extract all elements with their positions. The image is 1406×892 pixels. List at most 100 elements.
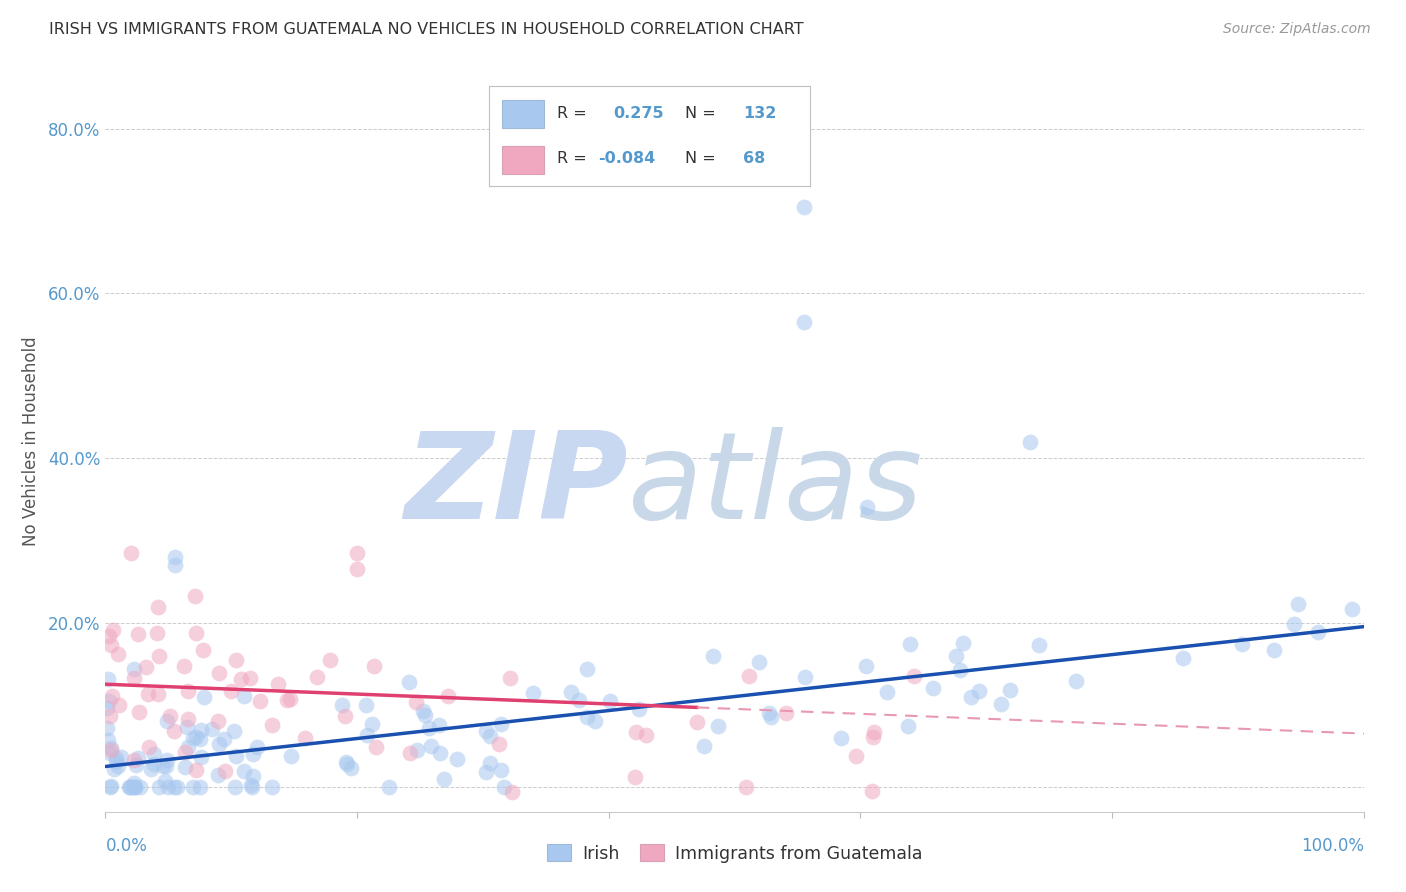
Point bbox=[489, 717, 512, 731]
Point bbox=[1306, 625, 1329, 640]
Point bbox=[162, 780, 184, 794]
Point bbox=[229, 673, 252, 687]
Point bbox=[419, 739, 441, 754]
Point bbox=[624, 725, 647, 739]
Point bbox=[627, 702, 650, 716]
Point bbox=[474, 723, 496, 738]
Point bbox=[336, 756, 359, 771]
Point bbox=[945, 649, 967, 664]
Point bbox=[260, 718, 283, 732]
Point bbox=[177, 739, 200, 754]
Text: 0.0%: 0.0% bbox=[105, 837, 148, 855]
Point bbox=[128, 705, 150, 719]
Point bbox=[225, 749, 247, 764]
Point bbox=[775, 706, 797, 720]
Point bbox=[124, 780, 146, 794]
Point bbox=[184, 626, 207, 640]
Y-axis label: No Vehicles in Household: No Vehicles in Household bbox=[21, 336, 39, 547]
Point bbox=[1232, 637, 1254, 651]
Point bbox=[305, 670, 328, 684]
Point bbox=[98, 780, 121, 794]
Point bbox=[100, 638, 122, 652]
Point bbox=[492, 780, 515, 794]
Point bbox=[136, 687, 159, 701]
Point bbox=[862, 730, 884, 744]
Point bbox=[100, 689, 122, 703]
Point bbox=[412, 704, 434, 718]
Point bbox=[335, 756, 357, 770]
Point bbox=[1286, 597, 1309, 611]
Point bbox=[100, 741, 122, 756]
Point bbox=[191, 642, 214, 657]
Point bbox=[120, 780, 142, 794]
Point bbox=[146, 625, 169, 640]
Point bbox=[378, 780, 401, 794]
Point bbox=[118, 780, 141, 794]
Text: 100.0%: 100.0% bbox=[1301, 837, 1364, 855]
Point bbox=[214, 764, 236, 778]
Point bbox=[188, 731, 211, 746]
Point bbox=[138, 739, 160, 754]
Point bbox=[225, 652, 247, 666]
Point bbox=[1019, 434, 1042, 449]
Point bbox=[278, 692, 301, 706]
Point bbox=[120, 546, 142, 560]
Point bbox=[949, 663, 972, 677]
Point bbox=[318, 653, 340, 667]
Point bbox=[433, 772, 456, 787]
Point bbox=[568, 692, 591, 706]
Point bbox=[163, 558, 186, 572]
Point bbox=[190, 750, 212, 764]
Point bbox=[734, 780, 756, 794]
Point bbox=[1341, 602, 1364, 616]
Point bbox=[148, 780, 170, 794]
Point bbox=[759, 710, 782, 724]
Point bbox=[96, 700, 118, 714]
Point bbox=[346, 562, 368, 576]
Point bbox=[97, 694, 120, 708]
Point bbox=[117, 780, 139, 794]
Point bbox=[437, 689, 460, 703]
Point bbox=[100, 743, 122, 757]
Point bbox=[280, 749, 302, 764]
Point bbox=[148, 600, 170, 615]
Point bbox=[276, 693, 298, 707]
Point bbox=[98, 629, 121, 643]
Point bbox=[141, 762, 163, 776]
Point bbox=[107, 647, 129, 661]
Point bbox=[267, 677, 290, 691]
Point bbox=[97, 733, 120, 747]
Point bbox=[97, 673, 120, 687]
Point bbox=[1171, 651, 1194, 665]
Point bbox=[173, 658, 195, 673]
Point bbox=[239, 671, 262, 685]
Point bbox=[855, 659, 877, 673]
Point bbox=[153, 774, 176, 789]
Point bbox=[332, 698, 354, 712]
Point bbox=[125, 758, 148, 772]
Text: ZIP: ZIP bbox=[404, 427, 627, 544]
Point bbox=[242, 747, 264, 762]
Point bbox=[148, 648, 170, 663]
Text: atlas: atlas bbox=[627, 427, 924, 544]
Point bbox=[207, 768, 229, 782]
Point bbox=[166, 780, 188, 794]
Point bbox=[634, 728, 657, 742]
Point bbox=[240, 780, 263, 794]
Point bbox=[108, 698, 131, 712]
Text: IRISH VS IMMIGRANTS FROM GUATEMALA NO VEHICLES IN HOUSEHOLD CORRELATION CHART: IRISH VS IMMIGRANTS FROM GUATEMALA NO VE… bbox=[49, 22, 804, 37]
Point bbox=[475, 764, 498, 779]
Point bbox=[188, 780, 211, 794]
Point bbox=[156, 780, 179, 794]
Point bbox=[446, 751, 468, 765]
Point bbox=[398, 746, 420, 760]
Text: Source: ZipAtlas.com: Source: ZipAtlas.com bbox=[1223, 22, 1371, 37]
Point bbox=[990, 697, 1012, 711]
Point bbox=[876, 685, 898, 699]
Point bbox=[260, 780, 283, 794]
Point bbox=[1064, 674, 1087, 689]
Point bbox=[294, 731, 316, 746]
Point bbox=[429, 746, 451, 760]
Point bbox=[159, 709, 181, 723]
Point bbox=[127, 627, 149, 641]
